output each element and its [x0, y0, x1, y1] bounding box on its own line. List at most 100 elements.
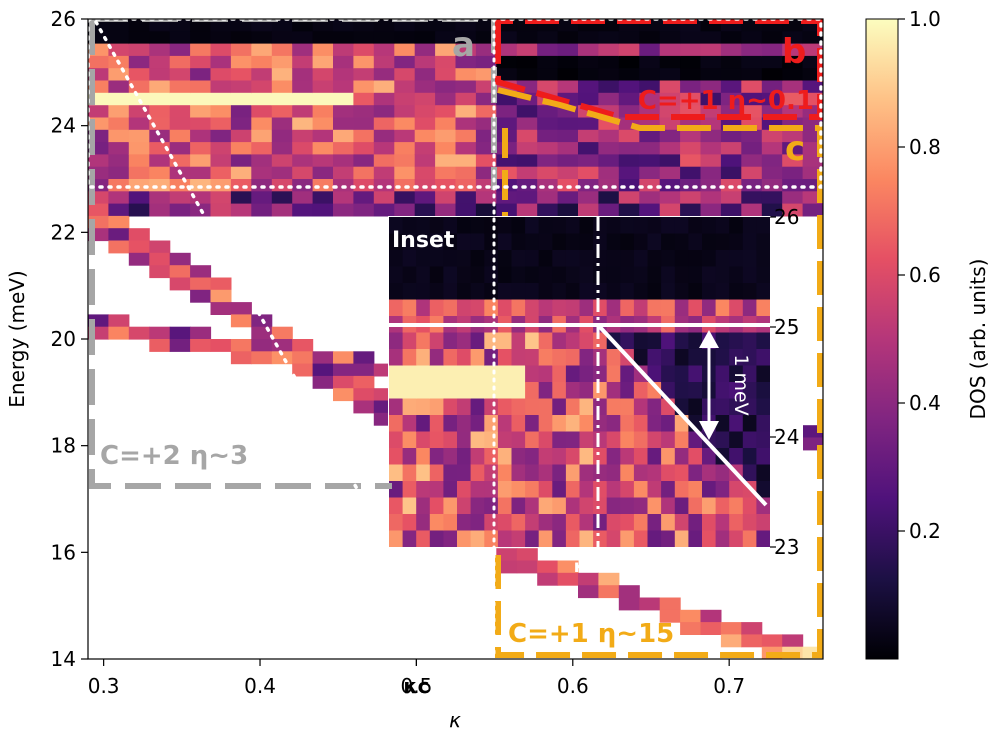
inset-heatmap-cell	[702, 448, 717, 465]
inset-heatmap-cell	[470, 448, 485, 465]
inset-heatmap-cell	[389, 431, 404, 449]
heatmap-cell	[700, 129, 722, 143]
inset-heatmap-cell	[416, 266, 431, 284]
inset-heatmap-cell	[633, 398, 648, 416]
inset-heatmap-cell	[484, 514, 499, 531]
heatmap-cell	[312, 19, 334, 32]
inset-heatmap-cell	[484, 415, 499, 432]
heatmap-cell	[373, 154, 395, 168]
inset-heatmap-cell	[538, 266, 553, 284]
inset-heatmap-cell	[511, 382, 526, 399]
inset-heatmap-cell	[742, 497, 757, 515]
heatmap-cell	[720, 622, 742, 635]
heatmap-cell	[782, 43, 804, 57]
inset-heatmap-cell	[470, 365, 485, 383]
heatmap-cell	[251, 191, 273, 205]
heatmap-cell	[578, 117, 599, 131]
inset-heatmap-cell	[538, 332, 553, 350]
inset-heatmap-cell	[416, 365, 431, 383]
heatmap-cell	[373, 31, 395, 45]
inset-heatmap-cell	[647, 266, 662, 284]
inset-heatmap-cell	[579, 283, 594, 300]
heatmap-cell	[149, 43, 171, 57]
heatmap-cell	[373, 129, 395, 143]
heatmap-cell	[169, 326, 191, 340]
inset-heatmap-cell	[674, 431, 689, 449]
heatmap-cell	[312, 117, 334, 131]
inset-heatmap-cell	[620, 365, 635, 383]
heatmap-cell	[414, 31, 436, 45]
inset-heatmap-cell	[729, 332, 744, 350]
heatmap-cell	[108, 19, 130, 32]
heatmap-cell	[169, 339, 191, 352]
inset-heatmap-cell	[661, 530, 676, 547]
heatmap-cell	[455, 43, 477, 57]
heatmap-cell	[190, 339, 212, 352]
inset-heatmap-cell	[647, 332, 662, 350]
colorbar-tick-label: 0.2	[909, 519, 941, 543]
heatmap-cell	[598, 55, 620, 69]
heatmap-cell	[210, 166, 232, 180]
inset-heatmap-cell	[756, 250, 770, 267]
inset-heatmap-cell	[742, 415, 757, 432]
heatmap-cell	[516, 117, 538, 131]
inset-heatmap-cell	[579, 382, 594, 399]
heatmap-cell	[210, 191, 232, 205]
heatmap-cell	[761, 203, 783, 217]
heatmap-cell	[210, 31, 232, 45]
inset-heatmap-cell	[579, 250, 594, 267]
inset-heatmap-cell	[389, 299, 404, 317]
heatmap-cell	[353, 388, 375, 402]
heatmap-cell	[680, 154, 702, 168]
inset-heatmap-cell	[402, 250, 417, 267]
inset-heatmap-cell	[674, 448, 689, 465]
inset-heatmap-cell	[742, 398, 757, 416]
heatmap-cell	[230, 166, 252, 180]
heatmap-cell	[455, 191, 477, 205]
heatmap-cell	[659, 43, 681, 57]
inset-heatmap-cell	[606, 217, 621, 234]
inset-heatmap-cell	[593, 530, 608, 547]
heatmap-cell	[455, 154, 477, 168]
inset-heatmap-cell	[511, 514, 526, 531]
heatmap-cell	[455, 92, 477, 106]
heatmap-cell	[741, 55, 763, 69]
panel-a-label: a	[452, 25, 475, 65]
heatmap-cell	[353, 363, 375, 377]
heatmap-cell	[190, 265, 212, 279]
heatmap-cell	[537, 572, 559, 586]
heatmap-cell	[618, 43, 640, 57]
inset-heatmap-cell	[661, 332, 676, 350]
heatmap-cell	[455, 179, 477, 192]
heatmap-cell	[782, 80, 804, 94]
inset-heatmap-cell	[688, 514, 703, 531]
inset-heatmap-cell	[402, 431, 417, 449]
heatmap-cell	[271, 80, 293, 94]
heatmap-cell	[598, 572, 620, 586]
inset-heatmap-cell	[606, 365, 621, 383]
heatmap-cell	[741, 68, 763, 82]
inset-heatmap-cell	[633, 299, 648, 317]
heatmap-cell	[292, 92, 314, 106]
inset-heatmap-cell	[620, 283, 635, 300]
heatmap-cell	[108, 203, 130, 217]
inset-heatmap-cell	[511, 530, 526, 547]
inset-heatmap-cell	[484, 365, 499, 383]
heatmap-cell	[414, 117, 436, 131]
heatmap-cell	[312, 375, 334, 389]
inset-heatmap-cell	[742, 431, 757, 449]
heatmap-cell	[598, 191, 620, 205]
heatmap-cell	[414, 19, 436, 32]
inset-heatmap-cell	[565, 481, 580, 498]
inset-heatmap-cell	[552, 250, 567, 267]
inset-heatmap-cell	[579, 415, 594, 432]
inset-heatmap-cell	[470, 481, 485, 498]
inset-heatmap-cell	[688, 250, 703, 267]
inset-heatmap-cell	[620, 415, 635, 432]
heatmap-cell	[128, 154, 150, 168]
heatmap-cell	[537, 154, 559, 168]
heatmap-cell	[475, 154, 497, 168]
heatmap-cell	[394, 179, 416, 192]
heatmap-cell	[394, 105, 416, 119]
inset-heatmap-cell	[606, 497, 621, 515]
